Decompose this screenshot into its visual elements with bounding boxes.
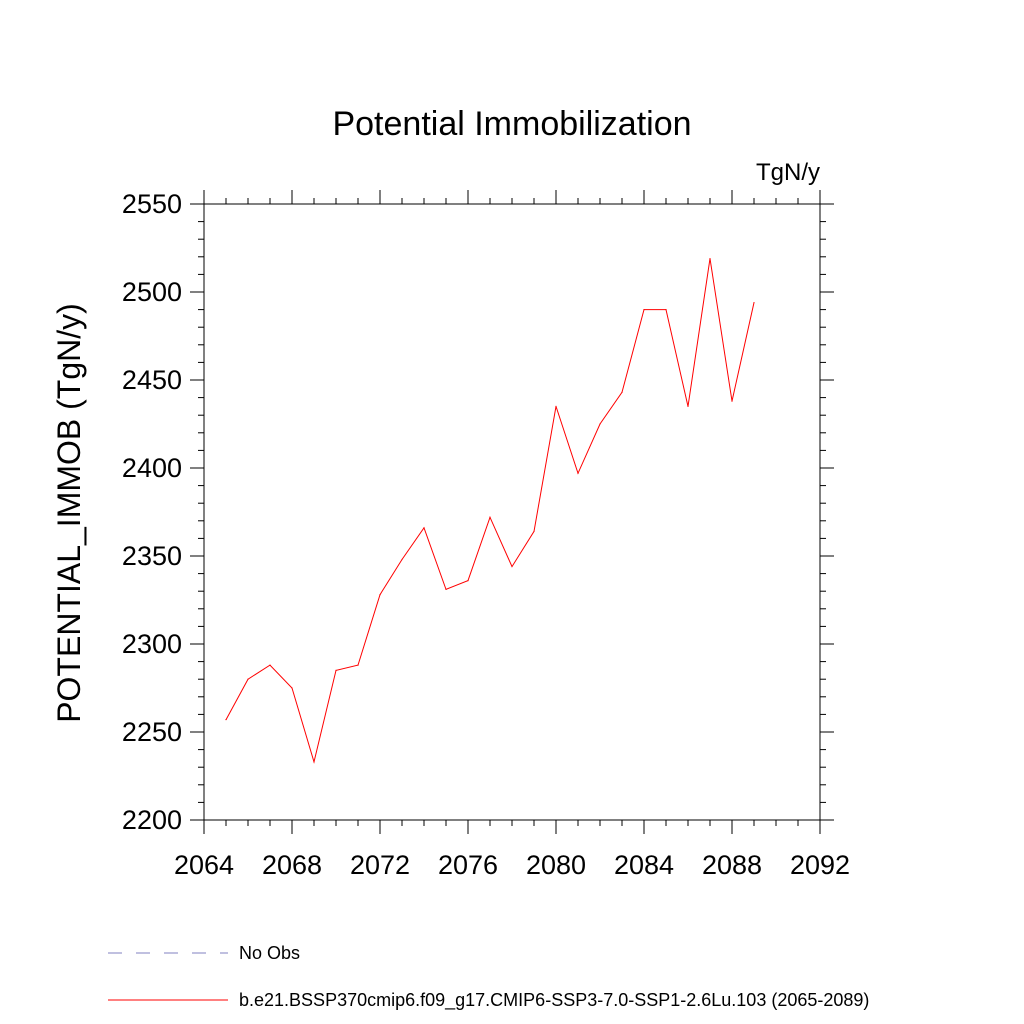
x-tick-label: 2076 (438, 850, 498, 880)
series-point (709, 257, 711, 260)
axis-ticks: 2064 2068 2072 2076 2080 2084 2088 2092 2200 2250… (122, 189, 850, 880)
series-point (291, 687, 293, 689)
series-point (533, 530, 535, 532)
units-label: TgN/y (756, 159, 820, 186)
x-tick-label: 2068 (262, 850, 322, 880)
series-point (225, 719, 227, 721)
series-point (555, 405, 557, 407)
legend-label-model-run: b.e21.BSSP370cmip6.f09_g17.CMIP6-SSP3-7.… (239, 990, 869, 1011)
series-point (401, 558, 403, 561)
series-point (489, 516, 491, 518)
series-point (511, 565, 513, 568)
series-point (665, 309, 667, 311)
x-tick-label: 2080 (526, 850, 586, 880)
legend-label-no-obs: No Obs (239, 943, 300, 963)
y-tick-label: 2200 (122, 805, 182, 835)
series-point (445, 588, 447, 591)
series-point (753, 301, 755, 304)
series-point (467, 580, 469, 582)
plot-frame (203, 203, 821, 821)
series-point (423, 527, 425, 529)
y-tick-label: 2400 (122, 453, 182, 483)
series-point (357, 664, 359, 666)
series-point (269, 664, 271, 666)
y-tick-label: 2550 (122, 189, 182, 219)
chart-title: Potential Immobilization (332, 105, 691, 143)
series-line-0 (225, 258, 755, 764)
series-layer (225, 257, 755, 764)
y-tick-label: 2500 (122, 277, 182, 307)
series-point (731, 400, 733, 402)
x-tick-label: 2064 (174, 850, 234, 880)
series-point (621, 391, 623, 393)
x-tick-label: 2088 (702, 850, 762, 880)
legend: No Obs b.e21.BSSP370cmip6.f09_g17.CMIP6-… (108, 943, 869, 1011)
series-point (335, 669, 337, 672)
series-point (313, 761, 315, 763)
y-tick-label: 2350 (122, 541, 182, 571)
series-point (577, 472, 579, 474)
y-axis-label: POTENTIAL_IMMOB (TgN/y) (51, 303, 87, 723)
x-tick-label: 2072 (350, 850, 410, 880)
x-tick-label: 2092 (790, 850, 850, 880)
series-point (643, 309, 645, 311)
y-tick-label: 2450 (122, 365, 182, 395)
x-tick-label: 2084 (614, 850, 674, 880)
series-point (379, 594, 381, 596)
y-tick-label: 2250 (122, 717, 182, 747)
series-point (599, 423, 601, 425)
y-tick-label: 2300 (122, 629, 182, 659)
series-point (247, 678, 249, 680)
series-point (687, 405, 689, 407)
